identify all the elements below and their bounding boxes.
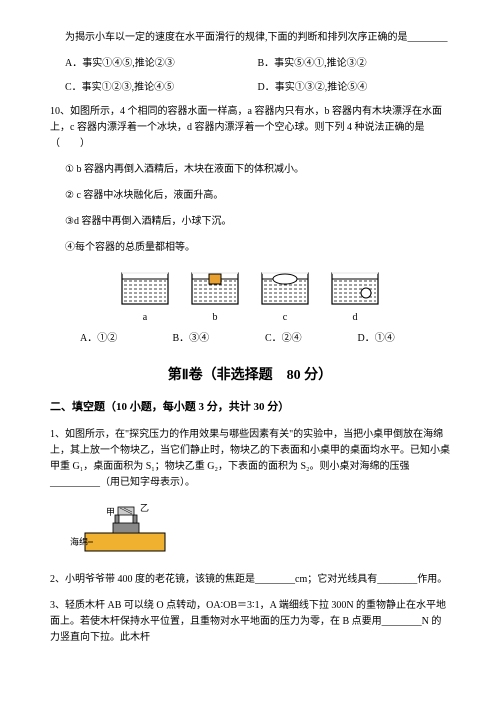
intro-text: 为揭示小车以一定的速度在水平面滑行的规律,下面的判断和排列次序正确的是_____… [50, 30, 450, 46]
option-a: A．事实①④⑤,推论②③ [65, 56, 258, 72]
container-a: a [120, 271, 170, 326]
label-d: d [353, 310, 358, 326]
label-c: c [283, 310, 287, 326]
label-haimian: 海绵 [70, 536, 88, 547]
q10-opt-d: D．①④ [358, 331, 451, 347]
sponge-svg: 甲 乙 海绵 [70, 501, 180, 556]
container-c: c [260, 271, 310, 326]
label-jia: 甲 [106, 507, 115, 517]
section2-title: 第Ⅱ卷（非选择题 80 分） [50, 365, 450, 387]
label-yi: 乙 [140, 503, 149, 513]
q10-options: A．①② B．③④ C．②④ D．①④ [50, 331, 450, 347]
container-b-svg [190, 271, 240, 306]
containers-diagram: a b [50, 271, 450, 326]
fill-q2: 2、小明爷爷带 400 度的老花镜，该镜的焦距是________cm；它对光线具… [50, 572, 450, 588]
q10-opt-c: C．②④ [265, 331, 358, 347]
container-d-svg [330, 271, 380, 306]
sponge-diagram: 甲 乙 海绵 [70, 501, 450, 562]
label-a: a [143, 310, 147, 326]
q10-item1: ① b 容器内再倒入酒精后，木块在液面下的体积减小。 [50, 162, 450, 178]
options-row-1: A．事实①④⑤,推论②③ B．事实⑤④①,推论③② [50, 56, 450, 72]
container-c-svg [260, 271, 310, 306]
option-b: B．事实⑤④①,推论③② [258, 56, 451, 72]
fill-q1: 1、如图所示，在"探究压力的作用效果与哪些因素有关"的实验中，当把小桌甲倒放在海… [50, 427, 450, 491]
q10-item3: ③d 容器中再倒入酒精后，小球下沉。 [50, 214, 450, 230]
q10-item4: ④每个容器的总质量都相等。 [50, 240, 450, 256]
options-row-2: C．事实①②③,推论④⑤ D．事实①③②,推论⑤④ [50, 80, 450, 96]
q10-item2: ② c 容器中冰块融化后，液面升高。 [50, 188, 450, 204]
fill-q3: 3、轻质木杆 AB 可以绕 O 点转动，OA∶OB＝3∶1，A 端细线下拉 30… [50, 598, 450, 646]
q10-opt-b: B．③④ [173, 331, 266, 347]
fill-title: 二、填空题（10 小题，每小题 3 分，共计 30 分） [50, 399, 450, 417]
container-a-svg [120, 271, 170, 306]
q10-opt-a: A．①② [80, 331, 173, 347]
q10-stem: 10、如图所示，4 个相同的容器水面一样高，a 容器内只有水，b 容器内有木块漂… [50, 104, 450, 152]
option-d: D．事实①③②,推论⑤④ [258, 80, 451, 96]
container-b: b [190, 271, 240, 326]
option-c: C．事实①②③,推论④⑤ [65, 80, 258, 96]
container-d: d [330, 271, 380, 326]
label-b: b [213, 310, 218, 326]
